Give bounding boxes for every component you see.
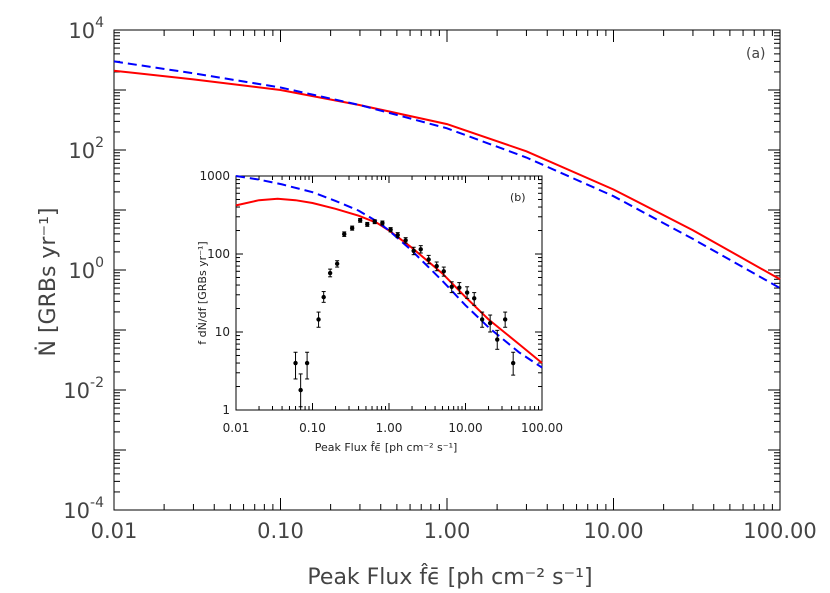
- main-x-tick-label: 1.00: [424, 519, 471, 543]
- main-x-tick-label: 100.00: [743, 519, 816, 543]
- inset-y-axis: 1 10 100 1000: [199, 169, 542, 417]
- inset-data-point: [403, 238, 408, 243]
- inset-data-point: [395, 232, 400, 238]
- inset-x-axis: 0.01 0.10 1.00 10.00 100.00: [223, 176, 563, 435]
- main-y-tick-exponent: -4: [90, 495, 104, 511]
- main-series-group: [113, 60, 781, 289]
- main-y-tick-label: 10-2: [63, 375, 104, 403]
- inset-y-tick-label: 1: [222, 403, 230, 417]
- inset-data-point: [388, 227, 393, 232]
- inset-panel-label: (b): [510, 191, 526, 204]
- inset-x-axis-label: Peak Flux f̂ϵ̄ [ph cm⁻² s⁻¹]: [315, 441, 458, 454]
- inset-curve-dashed: [235, 175, 543, 369]
- inset-series-group: [235, 175, 543, 408]
- inset-data-point: [349, 225, 355, 231]
- inset-data-point: [487, 320, 493, 326]
- main-y-tick-label: 104: [68, 15, 104, 43]
- inset-background: [236, 176, 542, 410]
- main-y-tick-label: 102: [68, 135, 104, 163]
- inset-data-point: [298, 387, 303, 393]
- inset-x-tick-label: 100.00: [521, 421, 563, 435]
- main-curve-dashed: [113, 60, 781, 289]
- main-y-tick-exponent: 0: [95, 255, 104, 271]
- main-x-axis-label: Peak Flux f̂ϵ̄ [ph cm⁻² s⁻¹]: [307, 564, 592, 590]
- inset-data-point: [372, 219, 377, 224]
- inset-x-tick-label: 1.00: [376, 421, 403, 435]
- inset-data-point: [293, 360, 298, 366]
- inset-data-point: [495, 337, 500, 342]
- inset-data-point: [449, 284, 454, 289]
- inset-panel: (b) 0.01 0.10 1.00 10.00 100.00 1 10 100 1000 P…: [196, 169, 563, 454]
- inset-data-point: [411, 248, 416, 253]
- inset-y-tick-label: 10: [215, 325, 230, 339]
- inset-data-point: [380, 220, 385, 226]
- inset-x-tick-label: 0.10: [299, 421, 326, 435]
- inset-data-point: [316, 317, 321, 322]
- inset-data-point: [365, 222, 370, 227]
- inset-data-point: [464, 290, 470, 295]
- inset-data-point: [441, 269, 446, 274]
- inset-data-point: [434, 263, 439, 269]
- inset-data-point: [357, 218, 363, 223]
- main-y-axis-label: Ṅ [GRBs yr⁻¹]: [35, 208, 61, 357]
- main-x-tick-label: 0.01: [91, 519, 138, 543]
- inset-y-axis-label: f dṄ/df [GRBs yr⁻¹]: [196, 241, 209, 344]
- main-y-tick-exponent: 2: [95, 135, 104, 151]
- inset-x-tick-label: 10.00: [448, 421, 482, 435]
- main-panel: (a) 0.01 0.10 1.00 10.00 100.00 10-410-21001…: [35, 15, 817, 590]
- inset-data-point: [334, 261, 340, 266]
- inset-y-tick-label: 100: [207, 247, 230, 261]
- main-x-tick-label: 0.10: [257, 519, 304, 543]
- inset-data-point: [321, 294, 326, 300]
- inset-data-point: [342, 231, 347, 237]
- inset-data-point: [426, 257, 431, 262]
- main-x-tick-label: 10.00: [583, 519, 643, 543]
- main-y-tick-exponent: 4: [95, 15, 104, 31]
- inset-data-point: [502, 317, 508, 322]
- main-y-tick-label: 100: [68, 255, 104, 283]
- main-panel-label: (a): [746, 46, 766, 62]
- inset-x-tick-label: 0.01: [223, 421, 250, 435]
- inset-y-tick-label: 1000: [199, 169, 230, 183]
- inset-data-point: [418, 247, 423, 252]
- inset-data-point: [304, 360, 310, 366]
- inset-data-point: [327, 270, 333, 276]
- inset-data-point: [457, 285, 462, 290]
- inset-data-point: [479, 317, 485, 322]
- main-y-tick-exponent: -2: [90, 375, 104, 391]
- main-curve-solid: [113, 69, 781, 281]
- inset-data-point: [472, 296, 477, 301]
- main-x-axis: 0.01 0.10 1.00 10.00 100.00: [91, 30, 817, 543]
- inset-data-point: [510, 360, 516, 366]
